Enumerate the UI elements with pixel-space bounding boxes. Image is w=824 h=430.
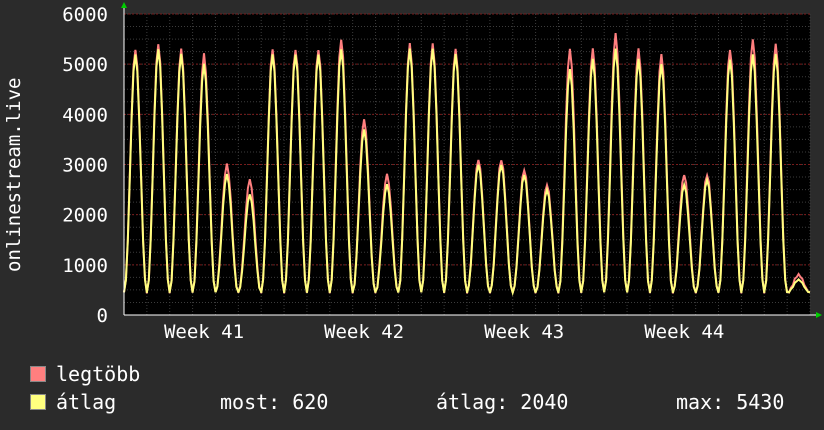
stat-max-label: max:: [676, 390, 725, 414]
legend-swatch-avg: [30, 393, 46, 410]
x-axis-arrow-icon: [816, 312, 822, 318]
y-tick-label: 6000: [62, 4, 108, 26]
stat-avg-value: 2040: [520, 390, 569, 414]
y-tick-label: 3000: [62, 155, 108, 177]
y-tick-label: 4000: [62, 104, 108, 126]
tick-labels: 0 1000 2000 3000 4000 5000 6000 Week 41 Week 42 W…: [62, 4, 724, 343]
stat-now-value: 620: [292, 390, 329, 414]
stat-max-value: 5430: [736, 390, 785, 414]
stat-avg: átlag: 2040: [436, 390, 568, 414]
y-axis-label: onlinestream.live: [3, 77, 25, 272]
legend-label-max: legtöbb: [56, 362, 141, 386]
y-tick-label: 1000: [62, 255, 108, 277]
grid: [123, 13, 811, 316]
legend-label-avg: átlag: [56, 390, 117, 414]
stat-avg-label: átlag:: [436, 390, 509, 414]
x-tick-label: Week 42: [324, 321, 404, 343]
x-tick-label: Week 41: [164, 321, 244, 343]
series-line-avg: [123, 48, 811, 297]
axes: [121, 2, 822, 318]
legend-item-avg: átlag: [30, 390, 116, 414]
stat-now-label: most:: [220, 390, 281, 414]
legend-item-max: legtöbb: [30, 362, 140, 386]
stat-max: max: 5430: [676, 390, 784, 414]
y-tick-label: 2000: [62, 205, 108, 227]
y-axis-arrow-icon: [121, 2, 127, 8]
stat-now: most: 620: [220, 390, 328, 414]
legend-swatch-max: [30, 365, 46, 382]
x-tick-label: Week 44: [644, 321, 724, 343]
series-layer: [123, 33, 811, 297]
y-tick-label: 5000: [62, 54, 108, 76]
y-tick-label: 0: [97, 305, 108, 327]
x-tick-label: Week 43: [484, 321, 564, 343]
